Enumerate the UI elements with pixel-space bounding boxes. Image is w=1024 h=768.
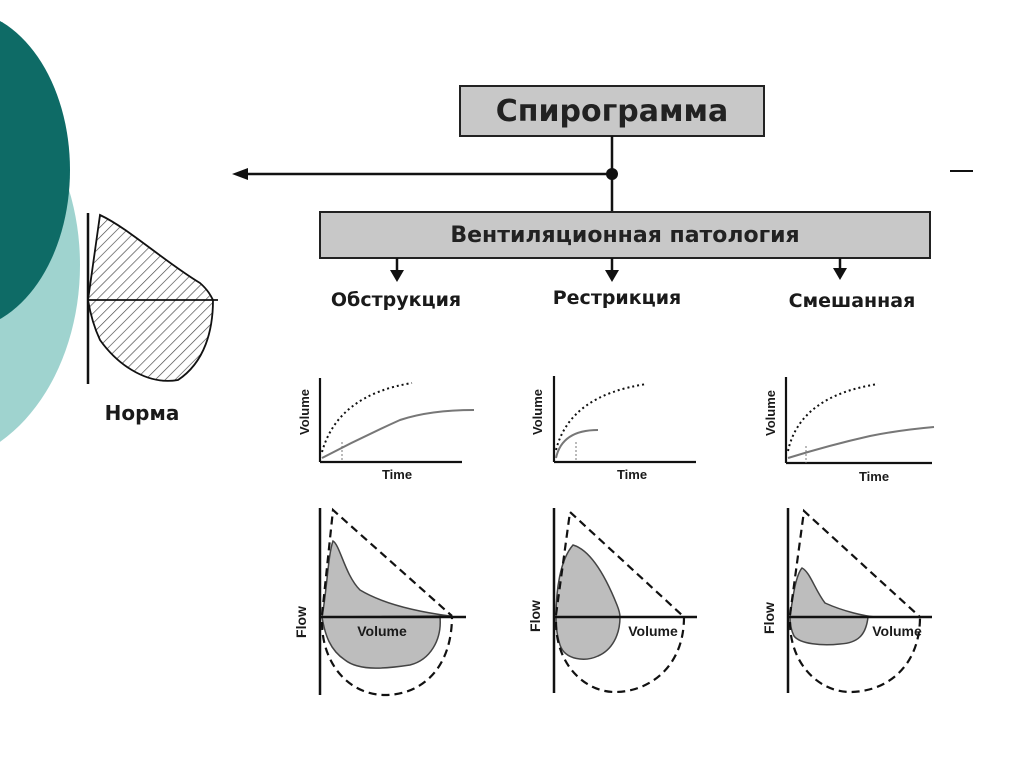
norm-loop (86, 213, 218, 384)
flow-volume-loop-mixed: Volume Flow (761, 508, 932, 694)
flow-volume-loop-obstruction: Volume Flow (293, 507, 466, 697)
top-box-label: Спирограмма (496, 94, 729, 129)
mixed-time-label: Time (859, 469, 889, 484)
volume-time-chart-restriction: Time Volume (530, 376, 696, 482)
obstruction-volume-label: Volume (297, 389, 312, 435)
obstruction-flow-label: Flow (293, 606, 309, 638)
norm-label: Норма (105, 401, 180, 425)
mixed-flow-label: Flow (761, 602, 777, 634)
second-box-label: Вентиляционная патология (450, 223, 799, 248)
category-label-mixed: Смешанная (789, 290, 916, 312)
decor-circle-dark (0, 20, 70, 320)
top-box: Спирограмма (459, 85, 765, 137)
arrowhead-left (232, 168, 248, 180)
volume-time-chart-mixed: Time Volume (763, 377, 935, 484)
restriction-time-label: Time (617, 467, 647, 482)
obstruction-flow-volume-label: Volume (357, 623, 407, 639)
restriction-flow-label: Flow (527, 600, 543, 632)
restriction-volume-label: Volume (530, 389, 545, 435)
obstruction-time-label: Time (382, 467, 412, 482)
volume-time-chart-obstruction: Time Volume (297, 378, 475, 482)
flow-volume-loop-restriction: Volume Flow (527, 508, 697, 694)
mixed-volume-label: Volume (763, 390, 778, 436)
mixed-flow-volume-label: Volume (872, 623, 922, 639)
category-label-restriction: Рестрикция (553, 287, 682, 309)
second-box: Вентиляционная патология (319, 211, 931, 259)
category-arrows (390, 258, 847, 282)
restriction-flow-volume-label: Volume (628, 623, 678, 639)
category-label-obstruction: Обструкция (331, 289, 461, 311)
